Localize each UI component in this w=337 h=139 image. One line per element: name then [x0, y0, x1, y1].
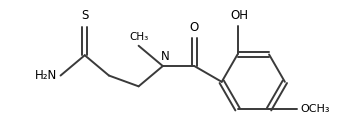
- Text: CH₃: CH₃: [129, 32, 148, 42]
- Text: OCH₃: OCH₃: [301, 104, 330, 114]
- Text: O: O: [190, 21, 199, 34]
- Text: H₂N: H₂N: [35, 69, 58, 82]
- Text: OH: OH: [231, 9, 248, 22]
- Text: S: S: [81, 9, 88, 22]
- Text: N: N: [160, 50, 169, 63]
